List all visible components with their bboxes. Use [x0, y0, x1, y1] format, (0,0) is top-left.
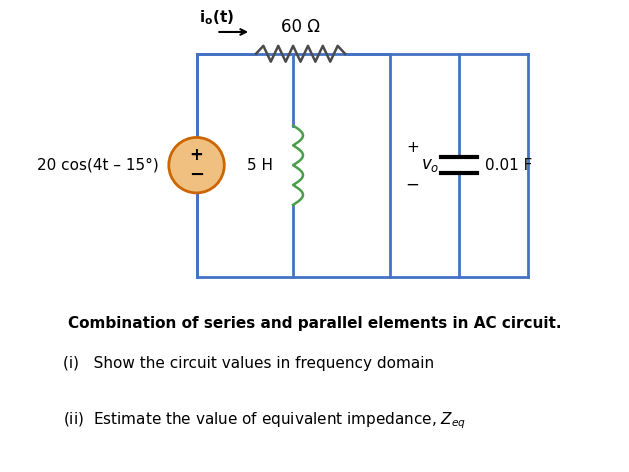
Text: +: +	[189, 146, 203, 164]
Text: $v_o$: $v_o$	[421, 156, 440, 174]
Circle shape	[169, 137, 225, 193]
Text: +: +	[406, 140, 419, 155]
Text: Combination of series and parallel elements in AC circuit.: Combination of series and parallel eleme…	[68, 316, 561, 331]
Text: (ii)  Estimate the value of equivalent impedance, $Z_{eq}$: (ii) Estimate the value of equivalent im…	[63, 410, 466, 431]
Text: 5 H: 5 H	[247, 158, 273, 173]
Text: 20 cos(4t – 15°): 20 cos(4t – 15°)	[37, 158, 159, 173]
Text: 60 Ω: 60 Ω	[281, 18, 320, 36]
Text: 0.01 F: 0.01 F	[485, 158, 532, 173]
Text: −: −	[406, 176, 420, 194]
Text: $\mathbf{i_o(t)}$: $\mathbf{i_o(t)}$	[199, 8, 234, 27]
Text: (i)   Show the circuit values in frequency domain: (i) Show the circuit values in frequency…	[63, 356, 434, 371]
Text: −: −	[189, 166, 204, 184]
